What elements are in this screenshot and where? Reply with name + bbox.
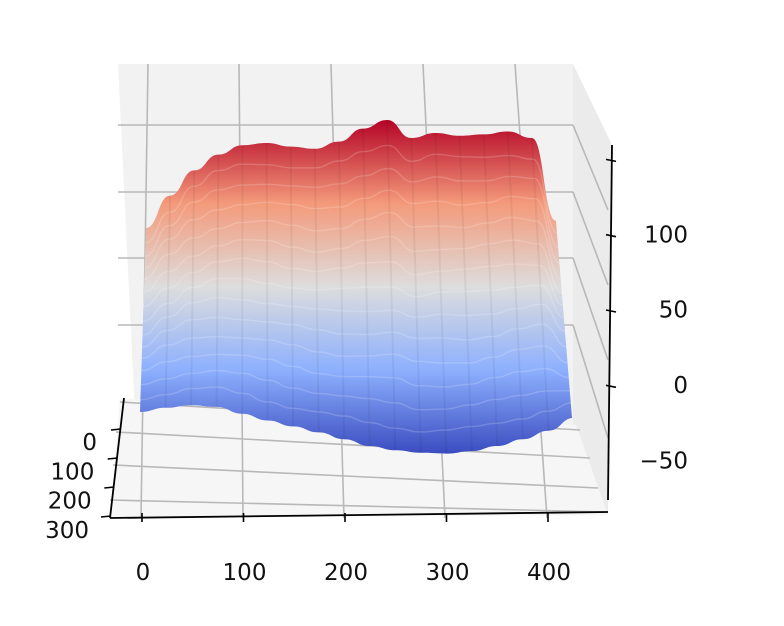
z-tick-mark-100 [605, 158, 617, 163]
side-wall-pane [573, 64, 612, 515]
surface-facet-14 [482, 134, 499, 447]
surface-facet-3 [215, 154, 220, 407]
surface-facet-8 [337, 141, 346, 440]
y-tick-mark-300 [100, 515, 112, 518]
grid-floor-100 [115, 431, 591, 459]
surface-facet-7 [313, 148, 320, 433]
surface-band-2 [144, 167, 559, 257]
surface-band-8 [142, 296, 567, 336]
surface-facet-11 [410, 137, 422, 453]
surface-ridges [140, 119, 573, 454]
grid-side-50 [572, 191, 609, 286]
surface [140, 119, 574, 454]
z-axis-line [607, 144, 613, 501]
surface-band-12 [140, 369, 572, 411]
z-tick-label-0: 0 [673, 373, 688, 399]
x-tick-label-100: 100 [223, 560, 267, 586]
tick-marks [100, 158, 617, 522]
surface-band-7 [142, 277, 566, 322]
tick-labels: 0 100 200 300 400 0 100 200 300 −50 0 50 100 [45, 222, 688, 586]
y-tick-label-300: 300 [45, 518, 89, 544]
z-tick-label-50: 50 [659, 298, 688, 324]
z-tick-label--50: −50 [639, 448, 688, 474]
z-tick-label-100: 100 [644, 222, 688, 248]
surface-facet-12 [434, 132, 448, 454]
surface-band-10 [141, 335, 569, 364]
surface-band-6 [143, 257, 564, 307]
y-tick-mark-200 [104, 486, 115, 489]
y-tick-mark-0 [110, 428, 122, 431]
surface-band-1 [145, 144, 558, 244]
y-tick-mark-100 [107, 457, 118, 460]
grid-side-100 [572, 124, 609, 211]
x-axis-line [109, 511, 609, 519]
surface-facet-5 [265, 143, 269, 421]
surface-facet-1 [164, 195, 172, 408]
x-tick-label-200: 200 [324, 560, 368, 586]
y-tick-label-200: 200 [48, 489, 92, 515]
surface-band-3 [144, 189, 561, 269]
surface-facet-6 [289, 146, 295, 427]
z-tick-mark-0 [605, 309, 617, 313]
surface-facet-2 [190, 170, 196, 406]
surface-body [140, 120, 574, 454]
surface-band-9 [142, 316, 568, 348]
x-tick-label-0: 0 [136, 560, 151, 586]
surface-facet-16 [530, 137, 550, 431]
surface-band-11 [141, 353, 571, 388]
grid-floor-200 [112, 464, 599, 489]
z-tick-mark-50 [605, 233, 617, 238]
y-tick-label-100: 100 [50, 459, 94, 485]
surface-facet-10 [386, 119, 397, 451]
grid-side-0 [572, 257, 609, 361]
surface-band-13 [140, 386, 573, 433]
z-tick-mark--50 [605, 384, 617, 389]
x-tick-label-300: 300 [426, 560, 470, 586]
y-tick-label-0: 0 [82, 430, 97, 456]
surface-facet-9 [362, 128, 371, 447]
surface-facet-15 [506, 131, 524, 440]
grid-side-neg50 [572, 324, 609, 439]
surface-band-4 [144, 211, 562, 280]
grid-floor-300 [109, 499, 607, 513]
surface-facet-13 [458, 135, 473, 452]
surface-band-5 [143, 235, 563, 294]
x-tick-label-400: 400 [527, 560, 571, 586]
